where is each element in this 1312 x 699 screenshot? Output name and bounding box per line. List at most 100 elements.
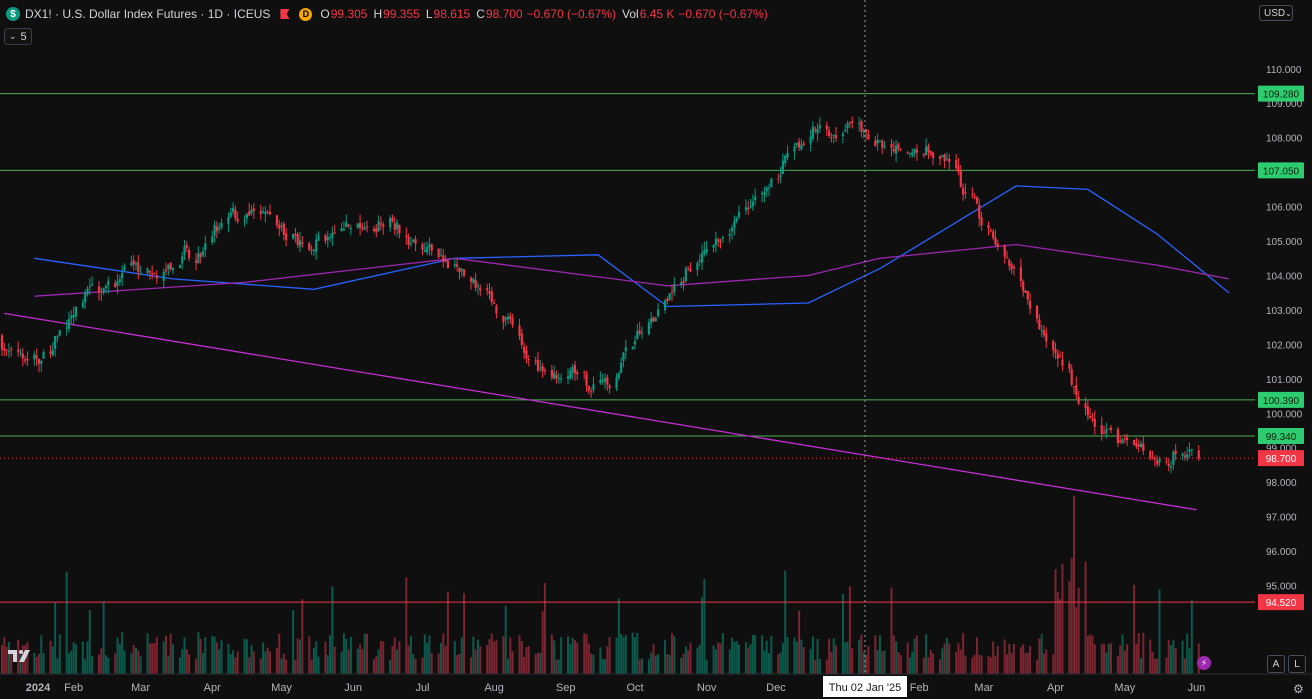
volume-bar [317, 656, 320, 674]
candle-body [442, 255, 445, 262]
candle-body [1010, 264, 1013, 270]
auto-scale-button[interactable]: A [1267, 655, 1285, 673]
candle-body [962, 187, 965, 195]
volume-bar [818, 658, 821, 674]
candle-body [294, 233, 297, 236]
candle-body [696, 263, 699, 271]
volume-bar [202, 652, 204, 674]
candle-body [1008, 259, 1011, 266]
candle-body [1042, 329, 1046, 336]
volume-bar [666, 654, 669, 674]
candle-body [994, 237, 997, 245]
volume-bar [728, 649, 731, 674]
volume-bar [195, 658, 198, 674]
candle-body [250, 209, 253, 214]
volume-bar [680, 657, 683, 674]
candle-body [749, 206, 752, 208]
candle-body [892, 149, 895, 152]
candle-body [779, 175, 782, 178]
tradingview-logo[interactable] [8, 648, 36, 664]
candle-body [867, 134, 870, 140]
candle-body [906, 152, 909, 154]
volume-bar [1142, 632, 1145, 674]
volume-bar [617, 598, 620, 674]
indicators-toggle[interactable]: ⌄ 5 [4, 28, 32, 45]
lightning-icon[interactable]: ⚡ [1197, 656, 1211, 670]
log-scale-button[interactable]: L [1288, 655, 1306, 673]
candle-body [167, 265, 170, 270]
volume-bar [248, 657, 251, 674]
volume-bar [587, 643, 590, 674]
volume-bar [652, 644, 655, 674]
candle-body [252, 208, 255, 211]
volume-bar [929, 649, 932, 674]
volume-bar [828, 638, 831, 674]
volume-bar [26, 642, 29, 674]
candle-body [717, 239, 720, 242]
volume-bar [470, 657, 472, 674]
candle-body [243, 220, 246, 222]
candle-body [876, 139, 879, 144]
candle-body [395, 222, 399, 229]
candle-body [70, 315, 73, 319]
y-tick-label: 106.000 [1266, 203, 1303, 214]
candle-body [733, 220, 736, 229]
candle-body [943, 154, 946, 162]
dividend-badge[interactable]: D [299, 7, 313, 21]
volume-bar [557, 659, 560, 674]
candle-body [151, 273, 154, 275]
candle-body [797, 141, 801, 148]
volume-bar [585, 634, 588, 674]
candle-body [703, 250, 706, 254]
volume-bar [100, 648, 103, 674]
volume-bar [816, 638, 819, 674]
candle-body [1029, 300, 1032, 309]
candle-body [49, 351, 52, 354]
gear-icon[interactable]: ⚙ [1293, 682, 1304, 696]
currency-select[interactable]: USD ⌄ [1259, 5, 1293, 21]
candle-body [543, 370, 547, 372]
candle-body [615, 377, 618, 389]
candle-body [412, 240, 415, 243]
volume-bar [178, 657, 181, 674]
volume-bar [731, 637, 734, 674]
volume-bar [1156, 658, 1159, 674]
flag-icon[interactable] [280, 9, 290, 19]
volume-bar [294, 659, 297, 674]
candle-body [848, 122, 851, 124]
price-axis-bg[interactable] [1258, 0, 1312, 699]
volume-bar [81, 641, 84, 674]
candle-body [622, 352, 625, 362]
symbol-title[interactable]: DX1! · U.S. Dollar Index Futures · 1D · … [25, 7, 271, 21]
volume-bar [1123, 650, 1126, 674]
candle-body [453, 264, 456, 266]
y-tick-label: 109.000 [1266, 99, 1303, 110]
volume-bar [396, 649, 399, 674]
volume-bar [1084, 561, 1087, 674]
volume-bar [70, 650, 73, 674]
y-tick-label: 99.000 [1266, 444, 1297, 455]
volume-bar [841, 593, 844, 674]
candle-body [802, 143, 805, 145]
candle-body [1183, 455, 1186, 457]
x-tick-label: Feb [64, 682, 83, 694]
dollar-icon[interactable]: $ [6, 7, 20, 21]
candle-body [359, 222, 362, 228]
volume-bar [1, 645, 3, 674]
candle-body [426, 246, 429, 253]
volume-bar [786, 637, 789, 674]
volume-bar [227, 644, 230, 674]
candle-body [472, 278, 475, 283]
candle-body [606, 377, 609, 385]
trend-line[interactable] [4, 312, 1197, 511]
volume-bar [326, 654, 329, 674]
candle-body [162, 271, 165, 281]
volume-bar [1181, 640, 1184, 674]
volume-bar [640, 658, 643, 674]
x-tick-label: Apr [204, 682, 221, 694]
volume-bar [848, 586, 851, 674]
candle-body [479, 287, 482, 291]
volume-bar [98, 654, 101, 674]
time-axis: 2024 Feb Mar Apr May Jun Jul Aug Sep Oct Nov Dec Thu… [0, 673, 1312, 697]
